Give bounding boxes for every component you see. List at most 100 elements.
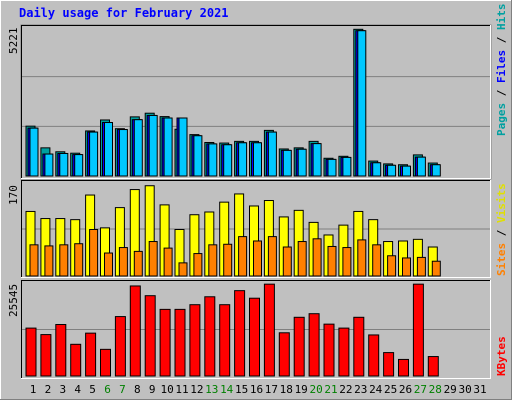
kbytes-bar (204, 296, 216, 377)
x-tick-label: 21 (324, 383, 337, 396)
sites-bar (104, 252, 113, 277)
x-tick-label: 8 (134, 383, 141, 396)
y-max-label-mid: 170 (7, 185, 20, 205)
x-tick-label: 17 (265, 383, 278, 396)
kbytes-bar (323, 323, 335, 377)
kbytes-bar (368, 334, 380, 377)
sites-bar (297, 241, 307, 277)
sites-bar (193, 253, 203, 277)
kbytes-bar (55, 323, 67, 377)
kbytes-bar (114, 316, 126, 377)
sites-bar (133, 250, 143, 277)
svg-text:KBytes: KBytes (495, 336, 508, 376)
x-tick-label: 1 (30, 383, 37, 396)
sites-bar (357, 239, 367, 277)
sites-bar (208, 244, 218, 277)
hits-bar (253, 142, 262, 177)
svg-text:Sites / Visits: Sites / Visits (495, 183, 508, 276)
sites-bar (118, 247, 128, 277)
hits-bar (133, 119, 143, 177)
x-tick-label: 2 (45, 383, 52, 396)
x-tick-label: 9 (149, 383, 156, 396)
kbytes-bar (189, 304, 201, 377)
x-tick-label: 30 (458, 383, 471, 396)
kbytes-bar (383, 352, 395, 377)
kbytes-bar (278, 332, 290, 377)
hits-bar (327, 158, 337, 177)
sites-bar (282, 246, 292, 277)
hits-bar (238, 142, 248, 177)
sites-bar (178, 262, 188, 277)
x-tick-label: 22 (339, 383, 352, 396)
hits-bar (342, 156, 352, 177)
chart-title: Daily usage for February 2021 (19, 6, 229, 20)
x-tick-label: 18 (280, 383, 293, 396)
x-tick-label: 19 (295, 383, 308, 396)
kbytes-bar (219, 304, 231, 377)
x-tick-label: 23 (354, 383, 367, 396)
sites-bar (74, 243, 84, 277)
hits-bar (297, 148, 307, 177)
kbytes-bar (353, 316, 365, 377)
x-tick-label: 11 (175, 383, 188, 396)
sites-bar (402, 257, 411, 277)
hits-bar (431, 164, 441, 177)
hits-bar (372, 162, 382, 177)
kbytes-bar (100, 348, 111, 377)
sites-bar (29, 244, 39, 277)
kbytes-bar (412, 283, 424, 377)
hits-bar (29, 127, 39, 177)
hits-bar (178, 117, 188, 177)
x-tick-label: 24 (369, 383, 383, 396)
hits-bar (208, 143, 218, 177)
legend-files: Files (495, 50, 508, 83)
x-tick-label: 3 (59, 383, 66, 396)
legend-kbytes: KBytes (495, 336, 508, 376)
hits-bar (163, 117, 173, 177)
legend-hits: Hits (495, 4, 508, 31)
x-tick-label: 28 (429, 383, 442, 396)
sites-bar (59, 244, 69, 277)
x-tick-label: 29 (444, 383, 457, 396)
sites-bar (267, 236, 277, 277)
hits-bar (74, 154, 84, 177)
sites-bar (223, 243, 233, 277)
x-tick-label: 4 (74, 383, 81, 396)
hits-bar (44, 153, 54, 177)
sites-bar (342, 247, 352, 277)
x-tick-label: 15 (235, 383, 248, 396)
sites-bar (372, 244, 382, 277)
x-tick-label: 31 (473, 383, 486, 396)
hits-bar (104, 122, 113, 177)
x-tick-label: 10 (160, 383, 173, 396)
hits-bar (402, 165, 411, 177)
x-tick-label: 13 (205, 383, 218, 396)
x-tick-label: 6 (104, 383, 111, 396)
hits-bar (223, 144, 233, 177)
sites-bar (44, 245, 54, 277)
kbytes-bar (398, 358, 409, 377)
x-tick-label: 16 (250, 383, 263, 396)
kbytes-bar (293, 316, 305, 377)
sites-bar (387, 255, 397, 277)
kbytes-bar (263, 283, 275, 377)
hits-bar (416, 156, 426, 177)
hits-bar (118, 129, 128, 177)
x-tick-label: 26 (399, 383, 412, 396)
sites-bar (327, 245, 337, 277)
kbytes-panel (21, 280, 491, 379)
sites-bar (163, 247, 173, 277)
sites-bar (238, 236, 248, 277)
hits-bar (357, 30, 367, 177)
kbytes-bar (427, 356, 439, 377)
kbytes-bar (40, 334, 52, 377)
visits-sites-panel (21, 180, 491, 278)
x-tick-label: 25 (384, 383, 397, 396)
hits-bar (312, 143, 322, 177)
x-tick-label: 12 (190, 383, 203, 396)
hits-bar (387, 164, 397, 177)
pages-files-hits-panel (20, 24, 492, 180)
legend-pages: Pages (495, 103, 508, 136)
hits-bar (267, 131, 277, 177)
